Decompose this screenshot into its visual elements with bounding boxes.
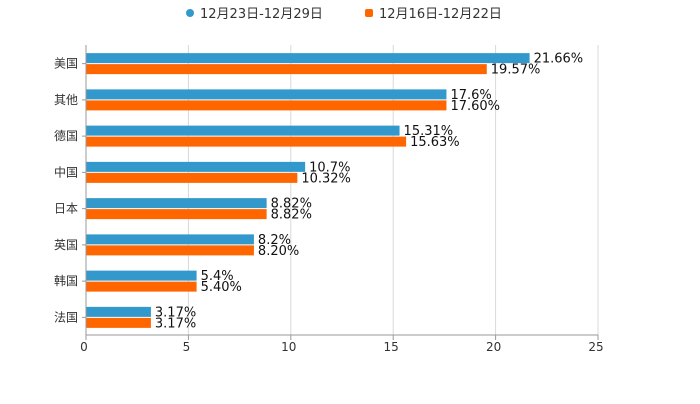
bar-current-week [86, 161, 306, 172]
data-label: 10.32% [301, 171, 351, 186]
category-label: 法国 [54, 310, 78, 324]
bar-current-week [86, 53, 530, 64]
data-label: 8.20% [258, 244, 299, 259]
bar-current-week [86, 270, 197, 281]
bar-current-week [86, 89, 447, 100]
x-tick-label: 20 [486, 340, 501, 354]
labels: 0 5 10 15 20 25 美国 21.66%19.57% 其他 17.6%17.60% 德国 1… [54, 52, 604, 354]
bar-previous-week [86, 64, 487, 75]
x-tick-label: 5 [183, 340, 191, 354]
bar-previous-week [86, 245, 254, 256]
bar-previous-week [86, 172, 298, 183]
bars [86, 53, 530, 328]
legend-marker-current-week [186, 9, 194, 17]
data-label: 10.7% [309, 160, 350, 175]
data-label: 15.63% [410, 135, 460, 150]
bar-previous-week [86, 209, 267, 220]
data-label: 19.57% [491, 63, 541, 78]
grid-lines [187, 45, 599, 335]
x-tick-label: 25 [588, 340, 603, 354]
data-label: 21.66% [534, 52, 584, 67]
data-label: 5.4% [201, 269, 234, 284]
bar-previous-week [86, 136, 407, 147]
category-label: 其他 [54, 93, 78, 107]
category-label: 日本 [54, 202, 78, 216]
bar-previous-week [86, 281, 197, 292]
axes [82, 45, 599, 340]
category-label: 英国 [54, 238, 78, 252]
bar-current-week [86, 198, 267, 209]
bar-current-week [86, 234, 254, 245]
legend-label[interactable]: 12月23日-12月29日 [200, 7, 323, 22]
legend: 12月23日-12月29日 12月16日-12月22日 [186, 7, 502, 22]
data-label: 8.82% [271, 208, 312, 223]
data-label: 17.60% [450, 99, 500, 114]
category-label: 韩国 [54, 273, 78, 288]
data-label: 17.6% [450, 88, 491, 103]
x-tick-label: 10 [281, 340, 296, 354]
bar-previous-week [86, 100, 447, 111]
data-label: 3.17% [155, 316, 196, 331]
bar-current-week [86, 306, 151, 317]
bar-previous-week [86, 317, 151, 328]
legend-label[interactable]: 12月16日-12月22日 [379, 7, 502, 22]
data-label: 5.40% [201, 280, 242, 295]
data-label: 8.82% [271, 197, 312, 212]
x-tick-label: 0 [80, 340, 88, 354]
data-label: 15.31% [404, 124, 454, 139]
category-label: 美国 [54, 57, 78, 71]
category-label: 德国 [54, 128, 78, 143]
x-tick-label: 15 [384, 340, 399, 354]
data-label: 8.2% [258, 233, 291, 248]
bar-current-week [86, 125, 400, 136]
legend-marker-previous-week [365, 9, 373, 17]
data-label: 3.17% [155, 305, 196, 320]
category-label: 中国 [54, 164, 78, 179]
